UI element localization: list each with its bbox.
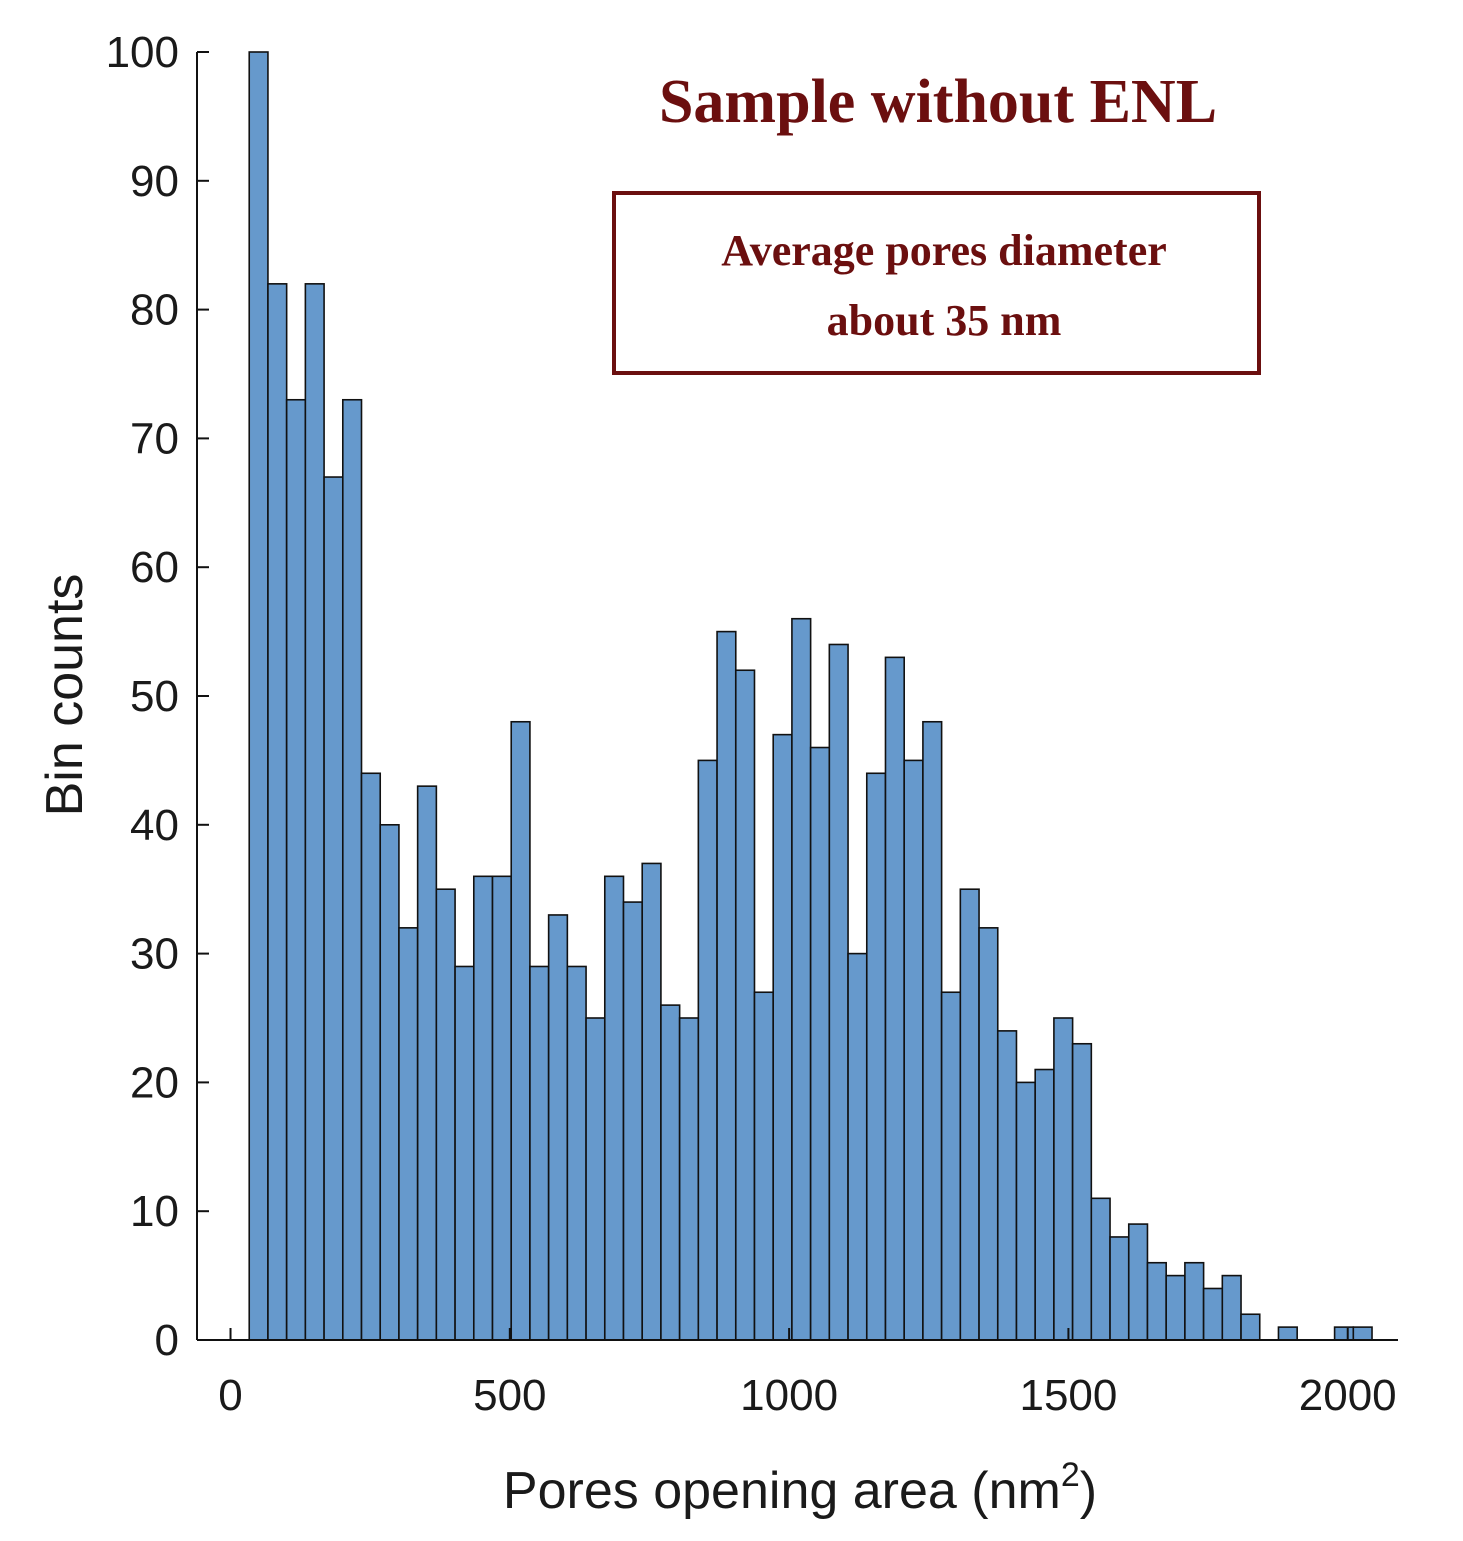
histogram-bar <box>1221 1274 1242 1341</box>
histogram-bar <box>248 51 269 1341</box>
histogram-bar <box>847 952 868 1341</box>
histogram-bar <box>716 630 737 1341</box>
histogram-bar <box>1165 1274 1186 1341</box>
histogram-bar <box>734 669 756 1341</box>
histogram-bar <box>772 733 793 1341</box>
y-axis-label: Bin counts <box>36 574 94 817</box>
histogram-bar <box>1109 1236 1130 1341</box>
histogram-bar <box>1090 1197 1111 1341</box>
histogram-bar <box>341 398 363 1341</box>
y-tick-label: 100 <box>106 28 179 77</box>
histogram-bar <box>884 656 905 1341</box>
histogram-bar <box>828 643 849 1341</box>
x-tick-label: 1000 <box>740 1371 838 1420</box>
x-axis-label-superscript: 2 <box>1061 1456 1080 1494</box>
histogram-bar <box>1071 1042 1093 1341</box>
histogram-bar <box>791 617 812 1341</box>
y-tick-label: 0 <box>155 1316 179 1365</box>
histogram-bar <box>1034 1068 1055 1341</box>
x-axis-label-close: ) <box>1080 1462 1097 1520</box>
histogram-bar <box>360 772 382 1341</box>
y-tick-label: 20 <box>130 1058 179 1107</box>
x-axis-label: Pores opening area (nm2) <box>503 1456 1097 1520</box>
histogram-bar <box>1015 1081 1036 1341</box>
histogram-bar <box>978 927 999 1341</box>
histogram-bar <box>585 1017 606 1341</box>
x-tick-label: 2000 <box>1299 1371 1397 1420</box>
histogram-bar <box>1053 1017 1074 1341</box>
x-axis-label-main: Pores opening area (nm <box>503 1462 1061 1520</box>
histogram-bar <box>1240 1313 1261 1341</box>
histogram-bar <box>323 476 344 1341</box>
histogram-bar <box>753 991 775 1341</box>
histogram-bar <box>809 746 831 1341</box>
histogram-bar <box>1146 1261 1167 1341</box>
histogram-bar <box>903 759 924 1341</box>
y-tick-label: 30 <box>130 930 179 979</box>
x-tick-label: 1500 <box>1019 1371 1117 1420</box>
histogram-bar <box>1184 1261 1205 1341</box>
histogram-bar <box>267 283 288 1341</box>
x-tick-label: 0 <box>218 1371 242 1420</box>
histogram-bar <box>566 965 587 1341</box>
histogram-bar <box>1127 1223 1149 1341</box>
histogram-bar <box>472 875 494 1341</box>
histogram-bar <box>435 888 456 1341</box>
histogram-bar <box>416 785 438 1341</box>
histogram-bar <box>547 914 569 1341</box>
annotation-line-1: Average pores diameter <box>721 226 1167 275</box>
y-tick-label: 40 <box>130 801 179 850</box>
histogram-bar <box>304 283 325 1341</box>
y-tick-label: 70 <box>130 414 179 463</box>
histogram-bar <box>697 759 718 1341</box>
histogram-bar <box>285 398 307 1341</box>
x-tick-label: 500 <box>473 1371 546 1420</box>
y-tick-label: 90 <box>130 157 179 206</box>
histogram-bar <box>1202 1287 1224 1341</box>
y-tick-label: 50 <box>130 672 179 721</box>
histogram-bar <box>940 991 962 1341</box>
histogram-bar <box>454 965 475 1341</box>
annotation-box <box>612 191 1261 375</box>
histogram-bar <box>603 875 625 1341</box>
histogram-bar <box>660 1004 681 1341</box>
histogram-bar <box>641 862 662 1341</box>
histogram-bar <box>398 927 419 1341</box>
histogram-bar <box>622 901 644 1341</box>
histogram-bar <box>922 720 943 1341</box>
y-tick-label: 60 <box>130 543 179 592</box>
histogram-bar <box>959 888 980 1341</box>
histogram-bar <box>1333 1326 1355 1341</box>
histogram-bar <box>491 875 513 1341</box>
histogram-bar <box>1352 1326 1373 1341</box>
y-tick-label: 80 <box>130 286 179 335</box>
histogram-bar <box>865 772 887 1341</box>
y-tick-label: 10 <box>130 1187 179 1236</box>
histogram-bar <box>529 965 550 1341</box>
histogram-bar <box>996 1030 1018 1341</box>
chart-title: Sample without ENL <box>659 68 1217 136</box>
histogram-bar <box>379 823 400 1341</box>
histogram-bar <box>510 720 531 1341</box>
histogram-bar <box>678 1017 700 1341</box>
histogram-bar <box>1277 1326 1298 1341</box>
annotation-line-2: about 35 nm <box>827 296 1062 345</box>
